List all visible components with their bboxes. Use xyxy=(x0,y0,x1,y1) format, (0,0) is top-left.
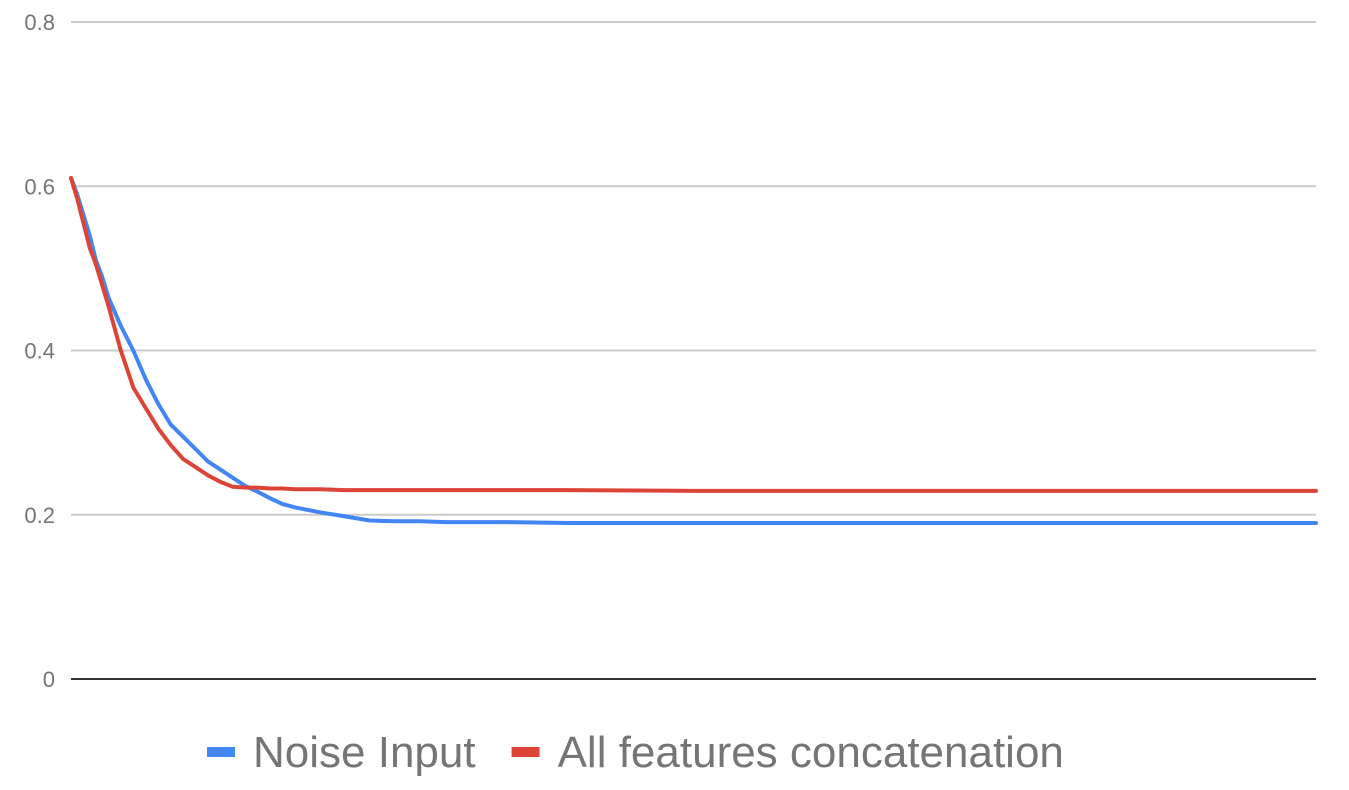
y-tick-label: 0.2 xyxy=(24,503,55,528)
legend: Noise Input All features concatenation xyxy=(207,728,1064,777)
legend-swatch xyxy=(511,747,540,757)
legend-swatch xyxy=(207,747,235,757)
y-axis-ticks: 0 0.2 0.4 0.6 0.8 xyxy=(24,10,55,692)
series-lines xyxy=(69,176,1318,525)
legend-label: All features concatenation xyxy=(558,728,1064,777)
y-tick-label: 0.8 xyxy=(24,10,55,35)
y-tick-label: 0.4 xyxy=(24,339,55,364)
series-line-all-features-concatenation xyxy=(69,176,1318,493)
y-tick-label: 0 xyxy=(43,667,55,692)
gridlines xyxy=(71,21,1316,680)
y-tick-label: 0.6 xyxy=(24,174,55,199)
legend-label: Noise Input xyxy=(253,728,476,777)
